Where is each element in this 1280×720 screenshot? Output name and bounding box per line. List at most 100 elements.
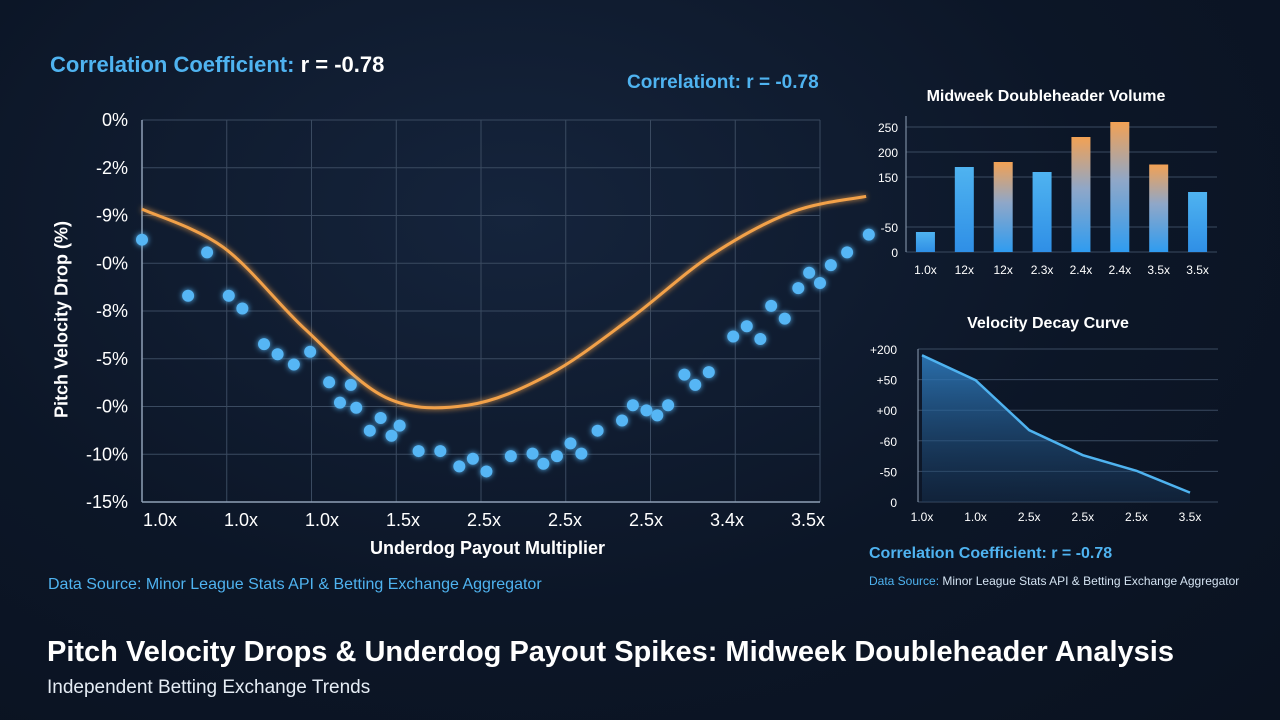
y-tick-label: -5% [96,349,128,369]
x-tick-label: 12x [994,263,1013,277]
data-point [236,302,249,315]
data-point [537,457,550,470]
correlation-value: r = -0.78 [300,52,385,77]
data-point [824,259,837,272]
x-tick-label: 2.5x [1071,510,1094,524]
bar [1149,164,1169,252]
x-tick-label: 1.5x [386,510,420,530]
x-tick-label: 3.5x [1186,263,1209,277]
data-point [385,429,398,442]
bar [1110,122,1130,252]
data-point [363,424,376,437]
y-tick-label: -0% [96,253,128,273]
data-point [434,445,447,458]
data-source-note: Data Source: Minor League Stats API & Be… [48,576,542,593]
data-point [304,345,317,358]
data-point [841,246,854,259]
data-point [323,376,336,389]
data-point [678,368,691,381]
y-tick-label: -60 [880,435,898,449]
x-tick-label: 2.4x [1070,263,1093,277]
data-point [662,399,675,412]
data-point [504,450,517,463]
data-point [480,465,493,478]
x-tick-label: 2.5x [1018,510,1041,524]
data-point [344,378,357,391]
x-tick-label: 1.0x [305,510,339,530]
x-tick-label: 3.5x [791,510,825,530]
x-tick-label: 12x [955,263,974,277]
data-point [412,445,425,458]
right-source-text: Minor League Stats API & Betting Exchang… [942,574,1240,588]
x-tick-label: 2.5x [1125,510,1148,524]
right-source-label: Data Source: [869,574,940,588]
x-tick-label: 3.5x [1147,263,1170,277]
bar-chart-title: Midweek Doubleheader Volume [927,88,1166,105]
data-point [803,266,816,279]
data-point [182,289,195,302]
data-point [616,414,629,427]
data-point [591,424,604,437]
data-point [201,246,214,259]
bar [1188,192,1208,252]
velocity-decay-chart: Velocity Decay Curve +200 +50 +00 -60 -50 0 1… [870,315,1218,524]
data-point [862,228,875,241]
data-point [778,312,791,325]
data-point [651,409,664,422]
area-fill [922,355,1190,502]
right-data-source: Data Source: Minor League Stats API & Be… [869,574,1239,588]
x-tick-label: 2.5x [629,510,663,530]
data-point [350,401,363,414]
data-point [792,282,805,295]
data-point [271,348,284,361]
data-point [702,366,715,379]
y-tick-label: 200 [878,146,898,160]
y-tick-label: +50 [877,374,898,388]
data-point [287,358,300,371]
correlation-label: Correlation Coefficient: [50,52,295,77]
x-tick-label: 1.0x [911,510,934,524]
y-axis-label: Pitch Velocity Drop (%) [51,220,72,419]
x-tick-label: 1.0x [964,510,987,524]
y-tick-label: -15% [86,492,128,512]
data-point [222,289,235,302]
y-tick-label: 0 [891,246,898,260]
data-point [466,452,479,465]
x-tick-label: 2.4x [1108,263,1131,277]
bar [1071,137,1091,252]
data-point [754,333,767,346]
data-point [393,419,406,432]
y-tick-label: -10% [86,444,128,464]
x-tick-label: 3.4x [710,510,744,530]
y-tick-label: 250 [878,121,898,135]
page-subtitle: Independent Betting Exchange Trends [47,677,371,698]
right-correlation: Correlation Coefficient: r = -0.78 [869,545,1113,562]
data-point [258,338,271,351]
x-tick-label: 1.0x [914,263,937,277]
data-point [550,450,563,463]
data-point [564,437,577,450]
area-chart-title: Velocity Decay Curve [967,315,1129,332]
data-point [689,378,702,391]
y-tick-label: -0% [96,397,128,417]
y-tick-label: 0% [102,110,128,130]
data-point [136,233,148,246]
data-point [526,447,539,460]
x-tick-label: 3.5x [1179,510,1202,524]
data-point [765,299,778,312]
x-tick-label: 2.5x [548,510,582,530]
y-tick-label: +200 [870,343,897,357]
data-point [374,411,387,424]
bar [915,232,935,252]
x-axis-label: Underdog Payout Multiplier [370,538,606,558]
correlation-header: Correlation Coefficient: r = -0.78 [50,52,384,78]
y-tick-label: -2% [96,158,128,178]
page-title: Pitch Velocity Drops & Underdog Payout S… [47,636,1174,668]
bar [993,162,1013,252]
data-point [740,320,753,333]
x-tick-label: 2.3x [1031,263,1054,277]
data-point [814,276,826,289]
correlation-secondary: Correlationt: r = -0.78 [627,72,819,93]
x-tick-label: 1.0x [143,510,177,530]
volume-bar-chart: Midweek Doubleheader Volume 0 -50 150 200 25… [878,88,1217,277]
